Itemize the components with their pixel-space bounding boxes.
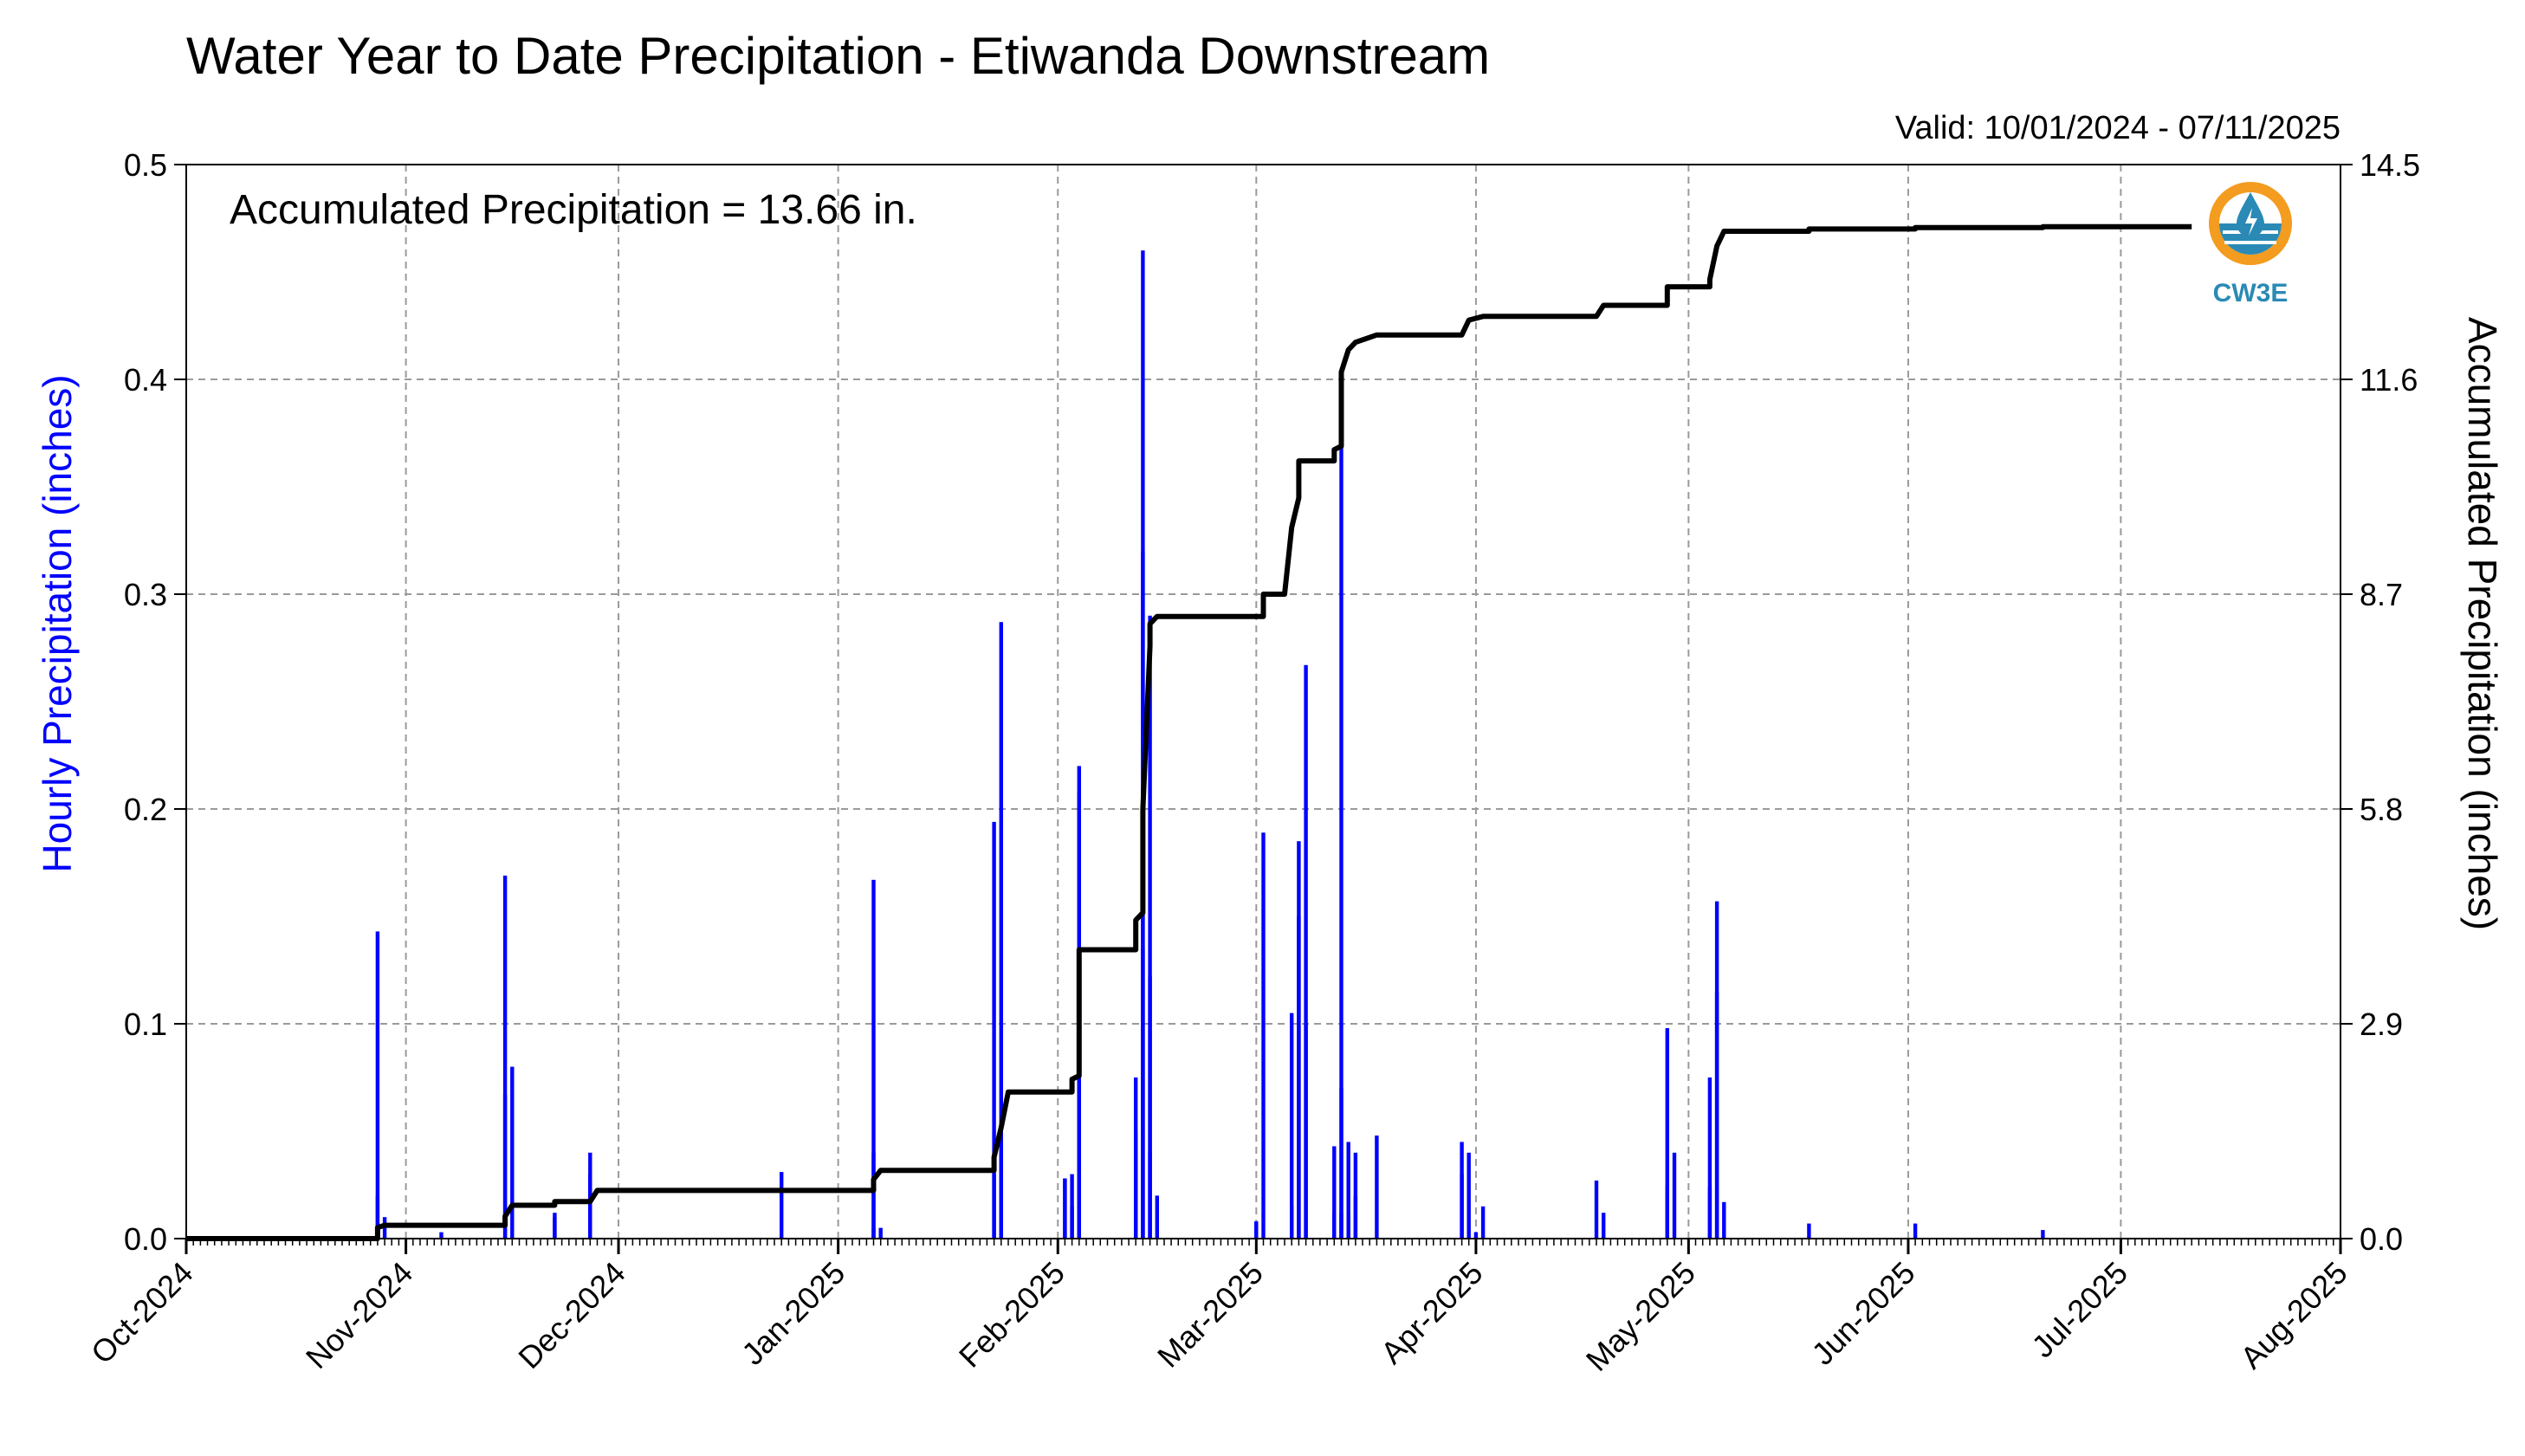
right-y-tick-label: 8.7: [2360, 577, 2403, 612]
left-y-tick-label: 0.0: [124, 1221, 167, 1257]
hourly-precip-bar: [1332, 1146, 1337, 1239]
hourly-precip-bar: [1148, 615, 1152, 1239]
hourly-precip-bar: [1290, 1013, 1294, 1239]
left-y-axis-label: Hourly Precipitation (inches): [35, 374, 80, 872]
accumulated-precip-line: [186, 223, 2192, 1241]
hourly-precip-bar: [1077, 1077, 1081, 1239]
hourly-precip-bar: [1155, 1195, 1159, 1239]
hourly-precip-bar: [1304, 664, 1308, 1239]
hourly-precip-bar: [1297, 916, 1301, 1239]
hourly-precip-bar: [1707, 1077, 1712, 1239]
hourly-precip-bar: [1807, 1223, 1811, 1239]
x-axis-ticks: Oct-2024 Nov-2024 Dec-2024 Jan-2025 Feb-2025…: [84, 1239, 2354, 1378]
valid-date-range: Valid: 10/01/2024 - 07/11/2025: [1895, 110, 2340, 146]
right-y-axis-label: Accumulated Precipitation (inches): [2460, 317, 2505, 930]
right-y-tick-label: 0.0: [2360, 1221, 2403, 1257]
hourly-precip-bar: [1353, 1195, 1358, 1239]
left-y-tick-label: 0.5: [124, 147, 167, 183]
hourly-precip-bar: [1480, 1206, 1486, 1239]
right-y-tick-label: 2.9: [2360, 1006, 2403, 1042]
grid-lines: [186, 165, 2340, 1239]
accumulated-precipitation-line: [186, 223, 2192, 1241]
hourly-precip-bar: [1261, 832, 1266, 1239]
hourly-precip-bar: [1148, 976, 1152, 1239]
right-y-axis-ticks: 0.0 2.9 5.8 8.7 11.6 14.5: [2340, 147, 2420, 1257]
left-y-tick-label: 0.2: [124, 792, 167, 827]
hourly-precip-bar: [1063, 1178, 1067, 1239]
x-tick-label: Feb-2025: [952, 1255, 1072, 1375]
hourly-precip-bar: [1594, 1181, 1599, 1239]
hourly-precip-bar: [1665, 1028, 1669, 1239]
x-tick-label: Nov-2024: [299, 1255, 419, 1375]
cw3e-logo-icon: [2209, 182, 2292, 265]
hourly-precip-bar: [553, 1213, 557, 1239]
hourly-precip-bar: [1913, 1223, 1918, 1239]
x-tick-label: Aug-2025: [2233, 1255, 2353, 1375]
left-y-tick-label: 0.4: [124, 362, 167, 398]
hourly-precip-bar: [1141, 250, 1145, 1239]
left-y-tick-label: 0.1: [124, 1006, 167, 1042]
hourly-precip-bar: [992, 821, 996, 1239]
x-tick-label: Jun-2025: [1804, 1255, 1921, 1372]
hourly-precip-bar: [1672, 1152, 1677, 1239]
hourly-precip-bar: [375, 931, 380, 1239]
hourly-precip-bar: [878, 1227, 883, 1239]
hourly-precip-bar: [375, 1195, 380, 1239]
hourly-precip-bar: [588, 1174, 592, 1239]
right-y-tick-label: 14.5: [2360, 147, 2420, 183]
hourly-precip-bar: [439, 1232, 443, 1239]
hourly-precip-bar: [1460, 1142, 1464, 1239]
hourly-precip-bar: [1304, 1024, 1308, 1239]
hourly-precip-bar: [999, 1152, 1003, 1239]
right-y-tick-label: 5.8: [2360, 792, 2403, 827]
x-tick-label: Oct-2024: [84, 1255, 200, 1371]
x-tick-label: Jul-2025: [2024, 1255, 2134, 1365]
hourly-precip-bar: [871, 1227, 876, 1239]
hourly-precip-bar: [780, 1172, 784, 1239]
x-tick-label: May-2025: [1579, 1255, 1702, 1378]
hourly-precip-bar: [1602, 1213, 1606, 1239]
x-tick-label: Dec-2024: [511, 1255, 631, 1375]
hourly-precip-bar: [1346, 1213, 1350, 1239]
hourly-precip-bar: [1339, 422, 1343, 1239]
x-tick-label: Jan-2025: [735, 1255, 851, 1372]
chart-title: Water Year to Date Precipitation - Etiwa…: [186, 27, 1490, 85]
cw3e-logo-text: CW3E: [2213, 279, 2289, 307]
hourly-precip-bar: [1722, 1201, 1726, 1239]
hourly-precip-bar: [1466, 1152, 1471, 1239]
hourly-precip-bar: [1714, 991, 1719, 1239]
hourly-precip-bar: [502, 875, 508, 1239]
hourly-precip-bar: [992, 1174, 996, 1239]
hourly-precip-bar: [510, 1066, 515, 1239]
hourly-precipitation-bars: [375, 250, 2045, 1239]
cw3e-logo: CW3E: [2209, 182, 2292, 307]
x-tick-label: Apr-2025: [1374, 1255, 1490, 1371]
hourly-precip-bar: [1254, 1221, 1259, 1239]
hourly-precip-bar: [999, 622, 1003, 1239]
hourly-precip-bar: [1070, 1174, 1074, 1239]
right-y-tick-label: 11.6: [2360, 362, 2418, 398]
hourly-precip-bar: [1332, 1213, 1337, 1239]
hourly-precip-bar: [1346, 1142, 1350, 1239]
hourly-precip-bar: [1473, 1232, 1479, 1239]
hourly-precip-bar: [1148, 1152, 1152, 1239]
hourly-precip-bar: [2041, 1230, 2045, 1239]
left-y-tick-label: 0.3: [124, 577, 167, 612]
hourly-precip-bar: [871, 1152, 876, 1239]
accumulated-total-annotation: Accumulated Precipitation = 13.66 in.: [230, 187, 917, 233]
x-tick-label: Mar-2025: [1150, 1255, 1270, 1375]
left-y-axis-ticks: 0.0 0.1 0.2 0.3 0.4 0.5: [124, 147, 186, 1257]
hourly-precip-bar: [1134, 1131, 1138, 1239]
hourly-precip-bar: [1375, 1136, 1379, 1239]
hourly-precip-bar: [871, 879, 876, 1239]
hourly-precip-bar: [1339, 1088, 1343, 1239]
